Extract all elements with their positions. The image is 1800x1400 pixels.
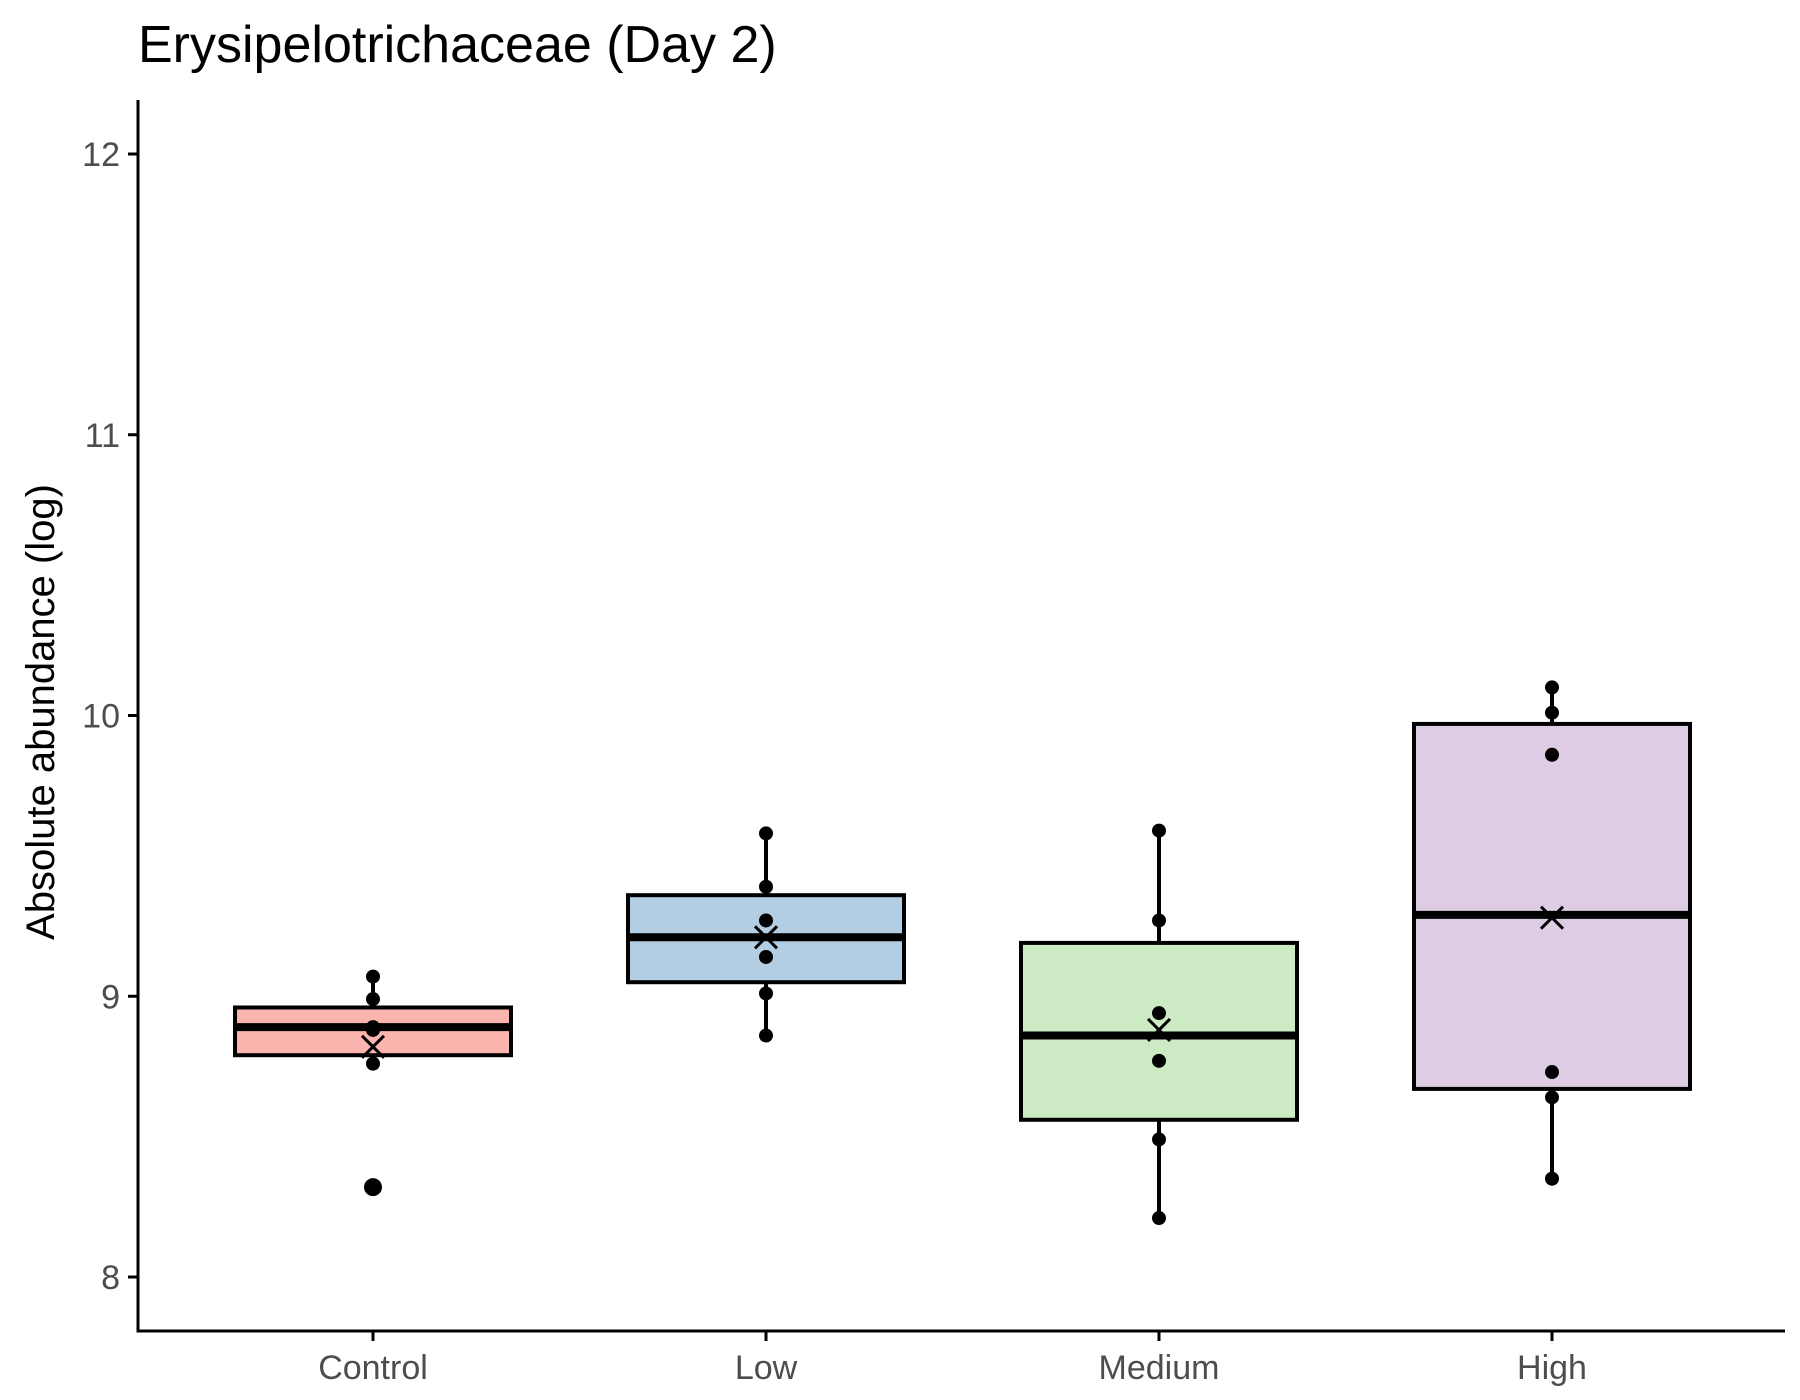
y-axis-label: Absolute abundance (log) [19, 484, 63, 940]
mean-marker [1146, 1017, 1172, 1043]
box [1412, 721, 1692, 1091]
data-point [759, 879, 773, 894]
plot-area [233, 680, 1692, 1226]
data-point [759, 1028, 773, 1043]
mean-marker-stroke [1146, 1017, 1172, 1043]
data-point [1545, 747, 1559, 762]
data-point [759, 913, 773, 928]
mean-marker-stroke [360, 1034, 386, 1059]
data-point [366, 1022, 380, 1037]
data-point [759, 826, 773, 841]
data-point [1545, 705, 1559, 720]
y-axis-ticks: 8 9 10 11 12 [82, 136, 138, 1297]
mean-marker [1539, 905, 1565, 930]
data-point [1545, 1090, 1559, 1105]
data-point [1545, 1065, 1559, 1080]
data-point [1152, 1053, 1166, 1068]
y-tick-label: 12 [82, 136, 120, 174]
chart-title: Erysipelotrichaceae (Day 2) [138, 16, 777, 74]
x-tick-label: Low [735, 1349, 798, 1387]
data-point [1152, 1006, 1166, 1021]
y-tick-label: 9 [101, 978, 120, 1016]
mean-marker-stroke [1539, 905, 1565, 930]
y-tick-label: 10 [82, 698, 120, 736]
x-tick-label: Control [318, 1349, 428, 1387]
mean-marker [753, 925, 779, 950]
mean-marker [360, 1034, 386, 1059]
data-point [1545, 1171, 1559, 1186]
box-group-high [1412, 680, 1692, 1186]
data-point [1152, 1132, 1166, 1147]
data-point [366, 969, 380, 984]
mean-marker-stroke [753, 925, 779, 950]
box-group-low [626, 826, 906, 1043]
y-tick-label: 11 [85, 417, 120, 455]
data-point [759, 949, 773, 964]
data-point [1152, 913, 1166, 928]
data-point [1152, 823, 1166, 838]
x-tick-label: Medium [1099, 1349, 1220, 1387]
data-point [366, 1180, 380, 1195]
data-point [366, 1056, 380, 1071]
data-point [366, 992, 380, 1007]
data-point [1152, 1211, 1166, 1226]
box-group-medium [1019, 823, 1299, 1226]
x-tick-label: High [1517, 1349, 1587, 1387]
y-tick-label: 8 [101, 1259, 120, 1297]
box-group-control [233, 969, 513, 1197]
data-point [759, 986, 773, 1001]
x-axis-ticks: Control Low Medium High [318, 1331, 1587, 1387]
data-point [1545, 680, 1559, 695]
